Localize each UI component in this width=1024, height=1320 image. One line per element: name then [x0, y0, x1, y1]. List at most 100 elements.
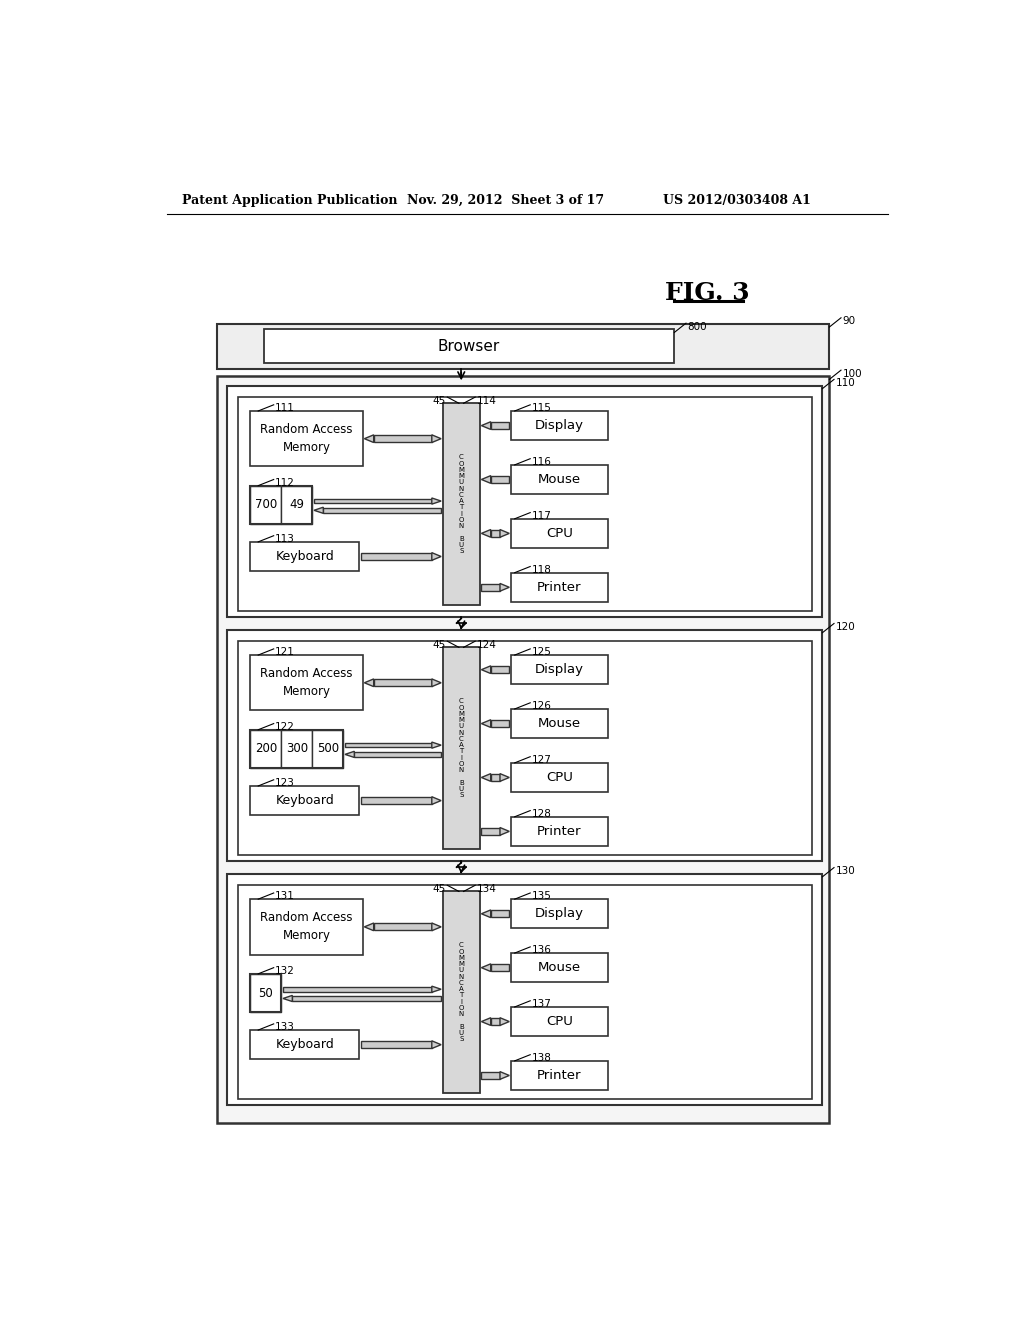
Text: 120: 120 [836, 622, 855, 632]
Text: 137: 137 [531, 999, 552, 1010]
Bar [511, 1007, 607, 1036]
Bar [251, 899, 362, 954]
Bar [490, 422, 509, 429]
Bar [251, 974, 282, 1012]
Polygon shape [365, 923, 374, 931]
Bar [490, 1018, 500, 1026]
Bar [314, 499, 432, 503]
Bar [511, 817, 607, 846]
Polygon shape [500, 529, 509, 537]
Text: 124: 124 [477, 640, 497, 649]
Polygon shape [432, 742, 441, 748]
Bar [238, 397, 812, 611]
Bar [227, 874, 822, 1105]
Bar [511, 465, 607, 494]
Bar [511, 411, 607, 441]
Text: Random Access
Memory: Random Access Memory [260, 668, 353, 698]
Text: 125: 125 [531, 647, 552, 657]
Text: 117: 117 [531, 511, 552, 521]
Bar [251, 655, 362, 710]
Text: Keyboard: Keyboard [275, 795, 334, 807]
Text: 500: 500 [316, 742, 339, 755]
Bar [292, 997, 441, 1001]
Polygon shape [481, 529, 490, 537]
Bar [511, 519, 607, 548]
Bar [511, 953, 607, 982]
Polygon shape [500, 1072, 509, 1080]
Text: Browser: Browser [438, 339, 500, 354]
Text: 135: 135 [531, 891, 552, 902]
Polygon shape [481, 774, 490, 781]
Bar [490, 964, 509, 972]
Text: 115: 115 [531, 404, 552, 413]
Text: 126: 126 [531, 701, 552, 711]
Text: Random Access
Memory: Random Access Memory [260, 424, 353, 454]
Bar [312, 730, 343, 768]
Bar [251, 730, 282, 768]
Bar [481, 583, 500, 591]
Polygon shape [432, 986, 441, 993]
Text: CPU: CPU [546, 771, 572, 784]
Text: C
O
M
M
U
N
C
A
T
I
O
N
 
B
U
S: C O M M U N C A T I O N B U S [459, 698, 464, 799]
Polygon shape [500, 828, 509, 836]
Bar [251, 486, 312, 524]
Polygon shape [432, 553, 441, 561]
Bar [490, 774, 500, 781]
Bar [442, 647, 480, 849]
Polygon shape [432, 498, 441, 504]
Text: 138: 138 [531, 1053, 552, 1063]
Text: C
O
M
M
U
N
C
A
T
I
O
N
 
B
U
S: C O M M U N C A T I O N B U S [459, 454, 464, 554]
Text: 110: 110 [836, 378, 855, 388]
Bar [227, 630, 822, 861]
Text: 127: 127 [531, 755, 552, 766]
Text: 123: 123 [275, 779, 295, 788]
Text: Keyboard: Keyboard [275, 550, 334, 564]
Text: Nov. 29, 2012  Sheet 3 of 17: Nov. 29, 2012 Sheet 3 of 17 [407, 194, 604, 207]
Bar [251, 1030, 359, 1059]
Polygon shape [314, 507, 324, 513]
Polygon shape [365, 678, 374, 686]
Polygon shape [432, 797, 441, 804]
Text: 114: 114 [477, 396, 497, 405]
Bar [511, 709, 607, 738]
Bar [360, 797, 432, 804]
Bar [374, 436, 432, 442]
Text: 130: 130 [836, 866, 855, 876]
Polygon shape [432, 1040, 441, 1048]
Bar [511, 655, 607, 684]
Text: 45: 45 [432, 640, 445, 649]
Text: 90: 90 [843, 317, 856, 326]
Text: 100: 100 [843, 368, 862, 379]
Bar [217, 376, 829, 1123]
Polygon shape [432, 923, 441, 931]
Text: 50: 50 [259, 986, 273, 999]
Polygon shape [481, 719, 490, 727]
Text: 118: 118 [531, 565, 552, 576]
Text: C
O
M
M
U
N
C
A
T
I
O
N
 
B
U
S: C O M M U N C A T I O N B U S [459, 942, 464, 1043]
Bar [511, 1061, 607, 1090]
Bar [217, 323, 829, 368]
Polygon shape [481, 1018, 490, 1026]
Polygon shape [432, 678, 441, 686]
Polygon shape [481, 665, 490, 673]
Text: 116: 116 [531, 457, 552, 467]
Bar [360, 1041, 432, 1048]
Bar [490, 529, 500, 537]
Bar [374, 680, 432, 686]
Polygon shape [365, 434, 374, 442]
Bar [251, 543, 359, 572]
Text: 800: 800 [687, 322, 708, 331]
Polygon shape [345, 751, 354, 758]
Text: Patent Application Publication: Patent Application Publication [182, 194, 397, 207]
Bar [511, 573, 607, 602]
Bar [263, 330, 675, 363]
Bar [481, 828, 500, 834]
Bar [374, 924, 432, 931]
Text: CPU: CPU [546, 527, 572, 540]
Text: 132: 132 [275, 966, 295, 975]
Text: 122: 122 [275, 722, 295, 733]
Text: 49: 49 [290, 499, 304, 511]
Text: US 2012/0303408 A1: US 2012/0303408 A1 [663, 194, 811, 207]
Text: Mouse: Mouse [538, 717, 581, 730]
Text: Keyboard: Keyboard [275, 1038, 334, 1051]
